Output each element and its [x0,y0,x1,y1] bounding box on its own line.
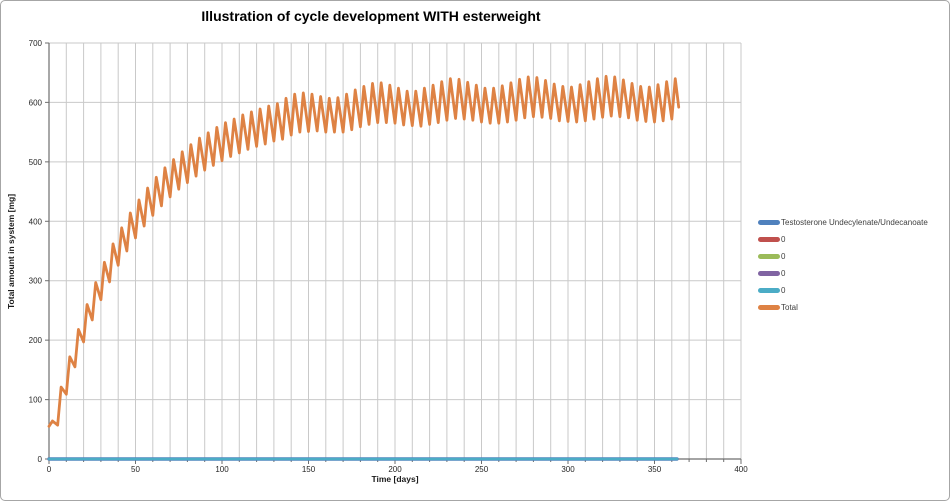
legend-item-label: 0 [781,268,786,278]
x-tick-label: 300 [561,465,575,474]
gridlines [49,42,742,459]
legend-marker-icon [758,287,780,293]
legend-item-label: Total [781,302,798,312]
y-tick-label: 400 [29,217,43,226]
y-tick-label: 300 [29,277,43,286]
legend-item-label: Testosterone Undecylenate/Undecanoate [781,217,928,227]
legend-marker-icon [758,304,780,310]
legend-item[interactable]: Testosterone Undecylenate/Undecanoate [758,217,928,227]
x-tick-label: 250 [475,465,489,474]
chart-title[interactable]: Illustration of cycle development WITH e… [201,8,541,24]
x-tick-label: 350 [648,465,662,474]
x-tick-label: 0 [47,465,52,474]
legend-item-label: 0 [781,234,786,244]
legend-marker-icon [758,236,780,242]
legend-marker-icon [758,253,780,259]
legend-item-label: 0 [781,251,786,261]
legend-item[interactable]: 0 [758,285,928,295]
legend[interactable]: Testosterone Undecylenate/Undecanoate 0 0 0… [758,217,928,312]
y-tick-label: 0 [38,455,43,464]
legend-item-label: 0 [781,285,786,295]
y-tick-label: 500 [29,158,43,167]
legend-item[interactable]: Total [758,302,928,312]
x-tick-label: 400 [734,465,748,474]
legend-item[interactable]: 0 [758,251,928,261]
y-tick-label: 600 [29,98,43,107]
y-tick-label: 100 [29,396,43,405]
tick-labels: 0 50 100 150 200 250 300 350 400 0 100 200 300 400 500… [29,39,749,474]
x-tick-label: 50 [131,465,140,474]
y-tick-label: 200 [29,336,43,345]
legend-marker-icon [758,270,780,276]
legend-item[interactable]: 0 [758,234,928,244]
x-tick-label: 200 [388,465,402,474]
x-axis-title: Time [days] [371,474,419,484]
y-tick-label: 700 [29,39,43,48]
series-line-5 [47,74,681,428]
legend-marker-icon [758,219,780,225]
legend-item[interactable]: 0 [758,268,928,278]
series-lines [47,74,681,461]
x-tick-label: 150 [302,465,316,474]
x-tick-label: 100 [215,465,229,474]
